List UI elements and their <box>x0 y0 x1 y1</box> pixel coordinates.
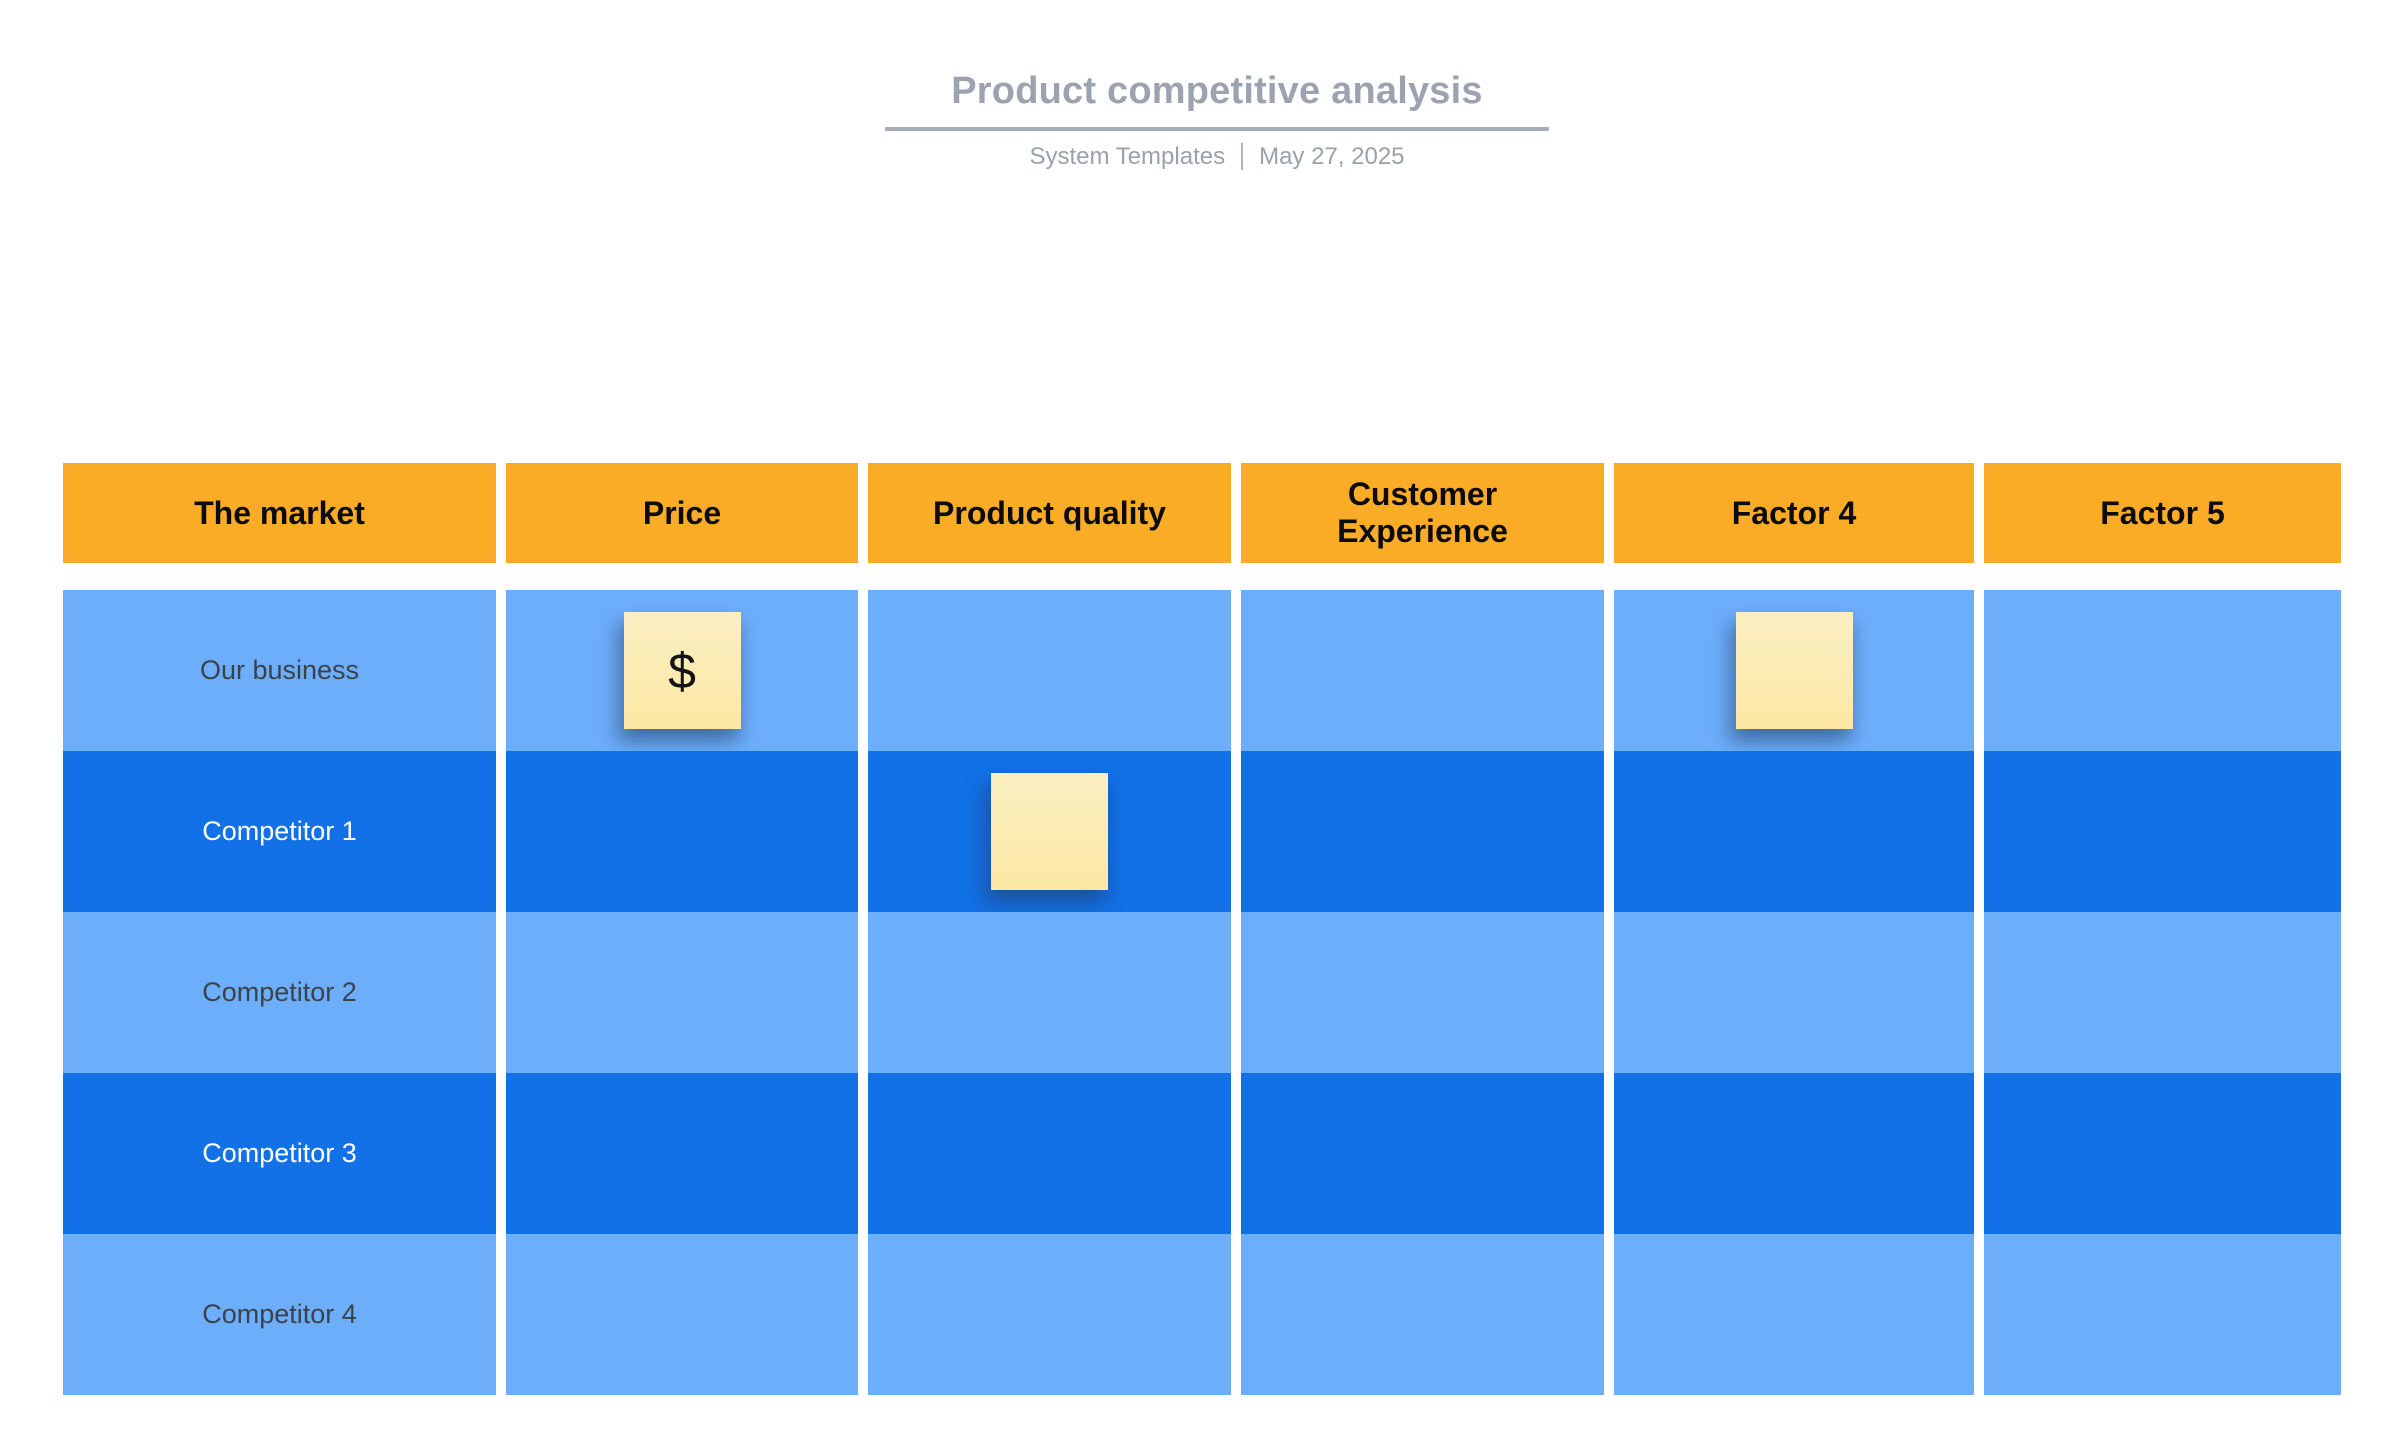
table-row-competitor-4: Competitor 4 <box>63 1234 2341 1395</box>
row-label-competitor-1[interactable]: Competitor 1 <box>63 751 496 912</box>
cell-our-business-factor-4[interactable] <box>1614 590 1974 751</box>
cell-our-business-price[interactable]: $ <box>506 590 858 751</box>
meta-separator <box>1241 143 1244 171</box>
cell-our-business-factor-5[interactable] <box>1984 590 2341 751</box>
cell-competitor-4-factor-5[interactable] <box>1984 1234 2341 1395</box>
sticky-note[interactable] <box>1735 612 1853 729</box>
date-text[interactable]: May 27, 2025 <box>1259 142 1405 170</box>
byline-text[interactable]: System Templates <box>1029 142 1226 170</box>
cell-competitor-2-factor-5[interactable] <box>1984 912 2341 1073</box>
cell-competitor-1-customer-experience[interactable] <box>1241 751 1604 912</box>
cell-our-business-customer-experience[interactable] <box>1241 590 1604 751</box>
cell-competitor-2-product-quality[interactable] <box>868 912 1231 1073</box>
document-meta: System Templates May 27, 2025 <box>767 143 1667 171</box>
row-label-our-business[interactable]: Our business <box>63 590 496 751</box>
cell-our-business-product-quality[interactable] <box>868 590 1231 751</box>
sticky-note-text: $ <box>668 642 696 699</box>
cell-competitor-2-customer-experience[interactable] <box>1241 912 1604 1073</box>
cell-competitor-3-customer-experience[interactable] <box>1241 1073 1604 1234</box>
column-header-the-market[interactable]: The market <box>63 463 496 563</box>
title-underline <box>885 126 1549 131</box>
column-header-factor-5[interactable]: Factor 5 <box>1984 463 2341 563</box>
row-label-competitor-3[interactable]: Competitor 3 <box>63 1073 496 1234</box>
cell-competitor-4-customer-experience[interactable] <box>1241 1234 1604 1395</box>
cell-competitor-1-factor-5[interactable] <box>1984 751 2341 912</box>
document-header: Product competitive analysis System Temp… <box>767 70 1667 171</box>
competitive-analysis-matrix: The market Price Product quality Customer E… <box>63 463 2341 1395</box>
cell-competitor-3-factor-4[interactable] <box>1614 1073 1974 1234</box>
table-row-competitor-2: Competitor 2 <box>63 912 2341 1073</box>
table-row-competitor-3: Competitor 3 <box>63 1073 2341 1234</box>
cell-competitor-1-price[interactable] <box>506 751 858 912</box>
column-header-price[interactable]: Price <box>506 463 858 563</box>
table-row-competitor-1: Competitor 1 <box>63 751 2341 912</box>
page-title[interactable]: Product competitive analysis <box>951 70 1483 112</box>
cell-competitor-2-price[interactable] <box>506 912 858 1073</box>
column-header-factor-4[interactable]: Factor 4 <box>1614 463 1974 563</box>
matrix-body: Our business $ Competitor 1 Competitor 2 Com… <box>63 590 2341 1395</box>
cell-competitor-2-factor-4[interactable] <box>1614 912 1974 1073</box>
row-label-competitor-2[interactable]: Competitor 2 <box>63 912 496 1073</box>
cell-competitor-3-product-quality[interactable] <box>868 1073 1231 1234</box>
cell-competitor-1-factor-4[interactable] <box>1614 751 1974 912</box>
cell-competitor-4-price[interactable] <box>506 1234 858 1395</box>
sticky-note[interactable] <box>991 773 1108 890</box>
cell-competitor-4-product-quality[interactable] <box>868 1234 1231 1395</box>
column-header-product-quality[interactable]: Product quality <box>868 463 1231 563</box>
cell-competitor-1-product-quality[interactable] <box>868 751 1231 912</box>
matrix-header-row: The market Price Product quality Customer E… <box>63 463 2341 563</box>
sticky-note[interactable]: $ <box>623 612 741 729</box>
cell-competitor-3-factor-5[interactable] <box>1984 1073 2341 1234</box>
table-row-our-business: Our business $ <box>63 590 2341 751</box>
column-header-customer-experience[interactable]: Customer Experience <box>1241 463 1604 563</box>
cell-competitor-4-factor-4[interactable] <box>1614 1234 1974 1395</box>
cell-competitor-3-price[interactable] <box>506 1073 858 1234</box>
row-label-competitor-4[interactable]: Competitor 4 <box>63 1234 496 1395</box>
